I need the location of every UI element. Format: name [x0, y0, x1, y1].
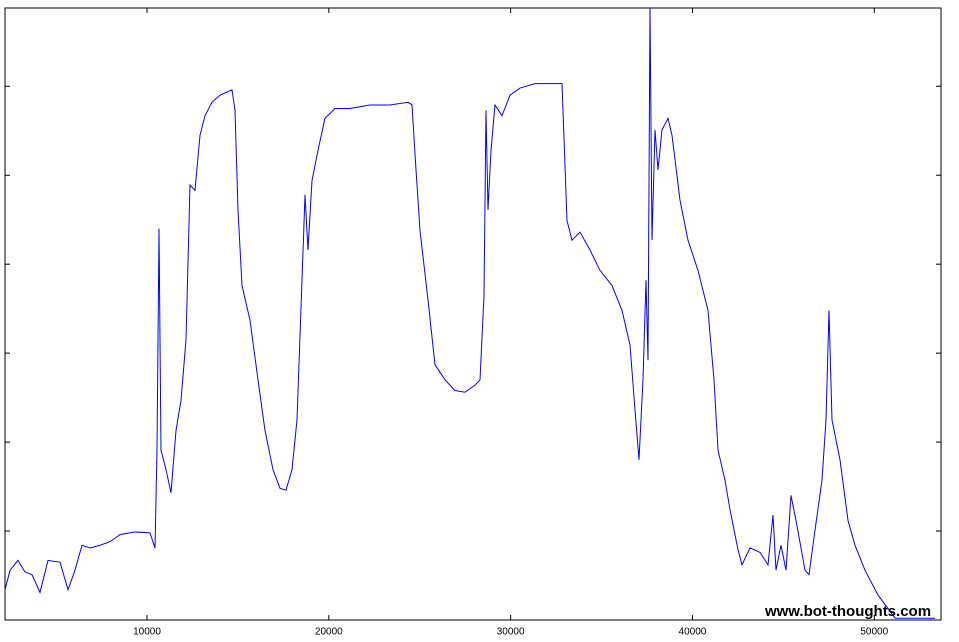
x-tick-label: 20000 [315, 627, 343, 638]
x-tick-label: 10000 [133, 627, 161, 638]
plot-frame [4, 7, 942, 621]
x-tick-label: 30000 [497, 627, 525, 638]
x-tick-label: 40000 [679, 627, 707, 638]
data-line [4, 7, 935, 619]
x-tick-label: 50000 [860, 627, 888, 638]
watermark: www.bot-thoughts.com [764, 603, 931, 620]
